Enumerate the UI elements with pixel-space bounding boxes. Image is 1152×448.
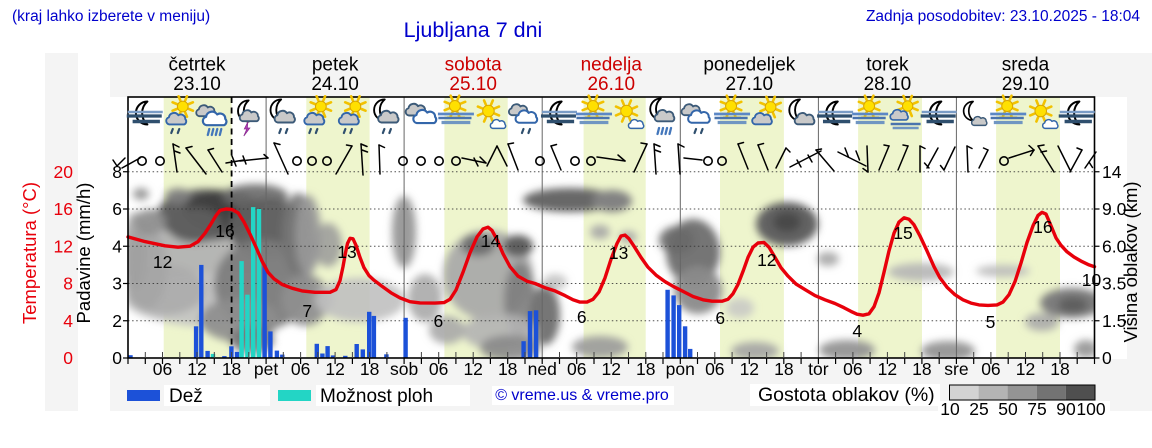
svg-text:18: 18 bbox=[222, 359, 241, 379]
svg-text:18: 18 bbox=[498, 359, 517, 379]
svg-text:12: 12 bbox=[757, 250, 776, 270]
svg-text:tor: tor bbox=[808, 359, 829, 379]
svg-text:(kraj lahko izberete v meniju): (kraj lahko izberete v meniju) bbox=[12, 8, 210, 25]
svg-text:75: 75 bbox=[1027, 399, 1046, 419]
svg-text:Možnost ploh: Možnost ploh bbox=[320, 386, 433, 407]
svg-text:13: 13 bbox=[337, 242, 356, 262]
svg-text:Zadnja posodobitev: 23.10.2025: Zadnja posodobitev: 23.10.2025 - 18:04 bbox=[866, 8, 1140, 25]
svg-text:23.10: 23.10 bbox=[173, 74, 221, 95]
svg-text:12: 12 bbox=[325, 359, 344, 379]
svg-text:Padavine (mm/h): Padavine (mm/h) bbox=[73, 183, 94, 324]
svg-text:3.5: 3.5 bbox=[1102, 274, 1126, 294]
svg-text:18: 18 bbox=[360, 359, 379, 379]
svg-text:0: 0 bbox=[1102, 348, 1112, 368]
svg-text:3: 3 bbox=[112, 274, 122, 294]
svg-text:12: 12 bbox=[187, 359, 206, 379]
svg-text:6: 6 bbox=[112, 199, 122, 219]
svg-text:10: 10 bbox=[940, 399, 960, 419]
svg-text:12: 12 bbox=[1016, 359, 1035, 379]
svg-text:18: 18 bbox=[774, 359, 793, 379]
svg-text:12: 12 bbox=[602, 359, 621, 379]
svg-text:06: 06 bbox=[291, 359, 310, 379]
svg-text:6.0: 6.0 bbox=[1102, 236, 1127, 256]
svg-text:18: 18 bbox=[636, 359, 655, 379]
svg-text:© vreme.us & vreme.pro: © vreme.us & vreme.pro bbox=[495, 387, 669, 404]
svg-text:06: 06 bbox=[705, 359, 724, 379]
svg-text:ponedeljek: ponedeljek bbox=[703, 55, 795, 76]
svg-text:12: 12 bbox=[878, 359, 897, 379]
svg-text:06: 06 bbox=[843, 359, 862, 379]
svg-text:20: 20 bbox=[54, 162, 74, 182]
svg-text:90: 90 bbox=[1056, 399, 1076, 419]
svg-text:pet: pet bbox=[254, 359, 278, 379]
svg-text:25.10: 25.10 bbox=[449, 74, 497, 95]
svg-text:16: 16 bbox=[1033, 217, 1052, 237]
svg-text:16: 16 bbox=[54, 199, 73, 219]
svg-text:1.5: 1.5 bbox=[1102, 311, 1126, 331]
svg-text:26.10: 26.10 bbox=[587, 74, 635, 95]
svg-text:06: 06 bbox=[429, 359, 448, 379]
svg-text:15: 15 bbox=[893, 223, 912, 243]
svg-text:29.10: 29.10 bbox=[1002, 74, 1050, 95]
svg-text:Višina oblakov (km): Višina oblakov (km) bbox=[1120, 181, 1141, 342]
svg-text:9.0: 9.0 bbox=[1102, 199, 1127, 219]
svg-text:nedelja: nedelja bbox=[581, 55, 643, 76]
svg-text:Gostota oblakov (%): Gostota oblakov (%) bbox=[758, 384, 935, 406]
svg-text:12: 12 bbox=[740, 359, 759, 379]
svg-text:50: 50 bbox=[998, 399, 1018, 419]
svg-text:13: 13 bbox=[609, 243, 628, 263]
svg-text:28.10: 28.10 bbox=[864, 74, 912, 95]
svg-text:Temperatura (°C): Temperatura (°C) bbox=[19, 182, 40, 324]
svg-text:8: 8 bbox=[63, 274, 73, 294]
svg-text:100: 100 bbox=[1076, 399, 1105, 419]
svg-text:Ljubljana 7 dni: Ljubljana 7 dni bbox=[404, 18, 543, 42]
svg-text:6: 6 bbox=[434, 311, 444, 331]
svg-text:24.10: 24.10 bbox=[311, 74, 359, 95]
svg-text:18: 18 bbox=[1050, 359, 1069, 379]
svg-text:06: 06 bbox=[567, 359, 586, 379]
svg-text:4: 4 bbox=[63, 311, 73, 331]
svg-text:5: 5 bbox=[986, 312, 996, 332]
svg-text:27.10: 27.10 bbox=[726, 74, 774, 95]
svg-text:4: 4 bbox=[852, 321, 862, 341]
svg-text:pon: pon bbox=[666, 359, 695, 379]
svg-text:14: 14 bbox=[481, 231, 501, 251]
svg-text:10: 10 bbox=[1082, 270, 1102, 290]
svg-text:18: 18 bbox=[912, 359, 931, 379]
svg-text:četrtek: četrtek bbox=[169, 55, 227, 76]
svg-text:sob: sob bbox=[390, 359, 418, 379]
svg-text:petek: petek bbox=[312, 55, 359, 76]
svg-text:12: 12 bbox=[153, 252, 172, 272]
svg-text:0: 0 bbox=[112, 348, 122, 368]
svg-text:sreda: sreda bbox=[1002, 55, 1050, 76]
svg-text:sre: sre bbox=[944, 359, 968, 379]
svg-text:06: 06 bbox=[981, 359, 1000, 379]
svg-text:7: 7 bbox=[302, 301, 312, 321]
svg-text:8: 8 bbox=[112, 162, 122, 182]
svg-text:12: 12 bbox=[463, 359, 482, 379]
svg-text:ned: ned bbox=[528, 359, 557, 379]
svg-text:0: 0 bbox=[63, 348, 73, 368]
svg-text:06: 06 bbox=[153, 359, 172, 379]
svg-text:14: 14 bbox=[1102, 162, 1122, 182]
svg-text:16: 16 bbox=[215, 221, 234, 241]
svg-text:25: 25 bbox=[969, 399, 988, 419]
svg-text:torek: torek bbox=[866, 55, 909, 76]
svg-text:6: 6 bbox=[577, 307, 587, 327]
svg-text:Dež: Dež bbox=[169, 386, 203, 407]
svg-text:6: 6 bbox=[715, 308, 725, 328]
svg-text:2: 2 bbox=[112, 311, 122, 331]
svg-text:12: 12 bbox=[54, 236, 73, 256]
svg-text:sobota: sobota bbox=[445, 55, 502, 76]
svg-text:4: 4 bbox=[112, 236, 122, 256]
